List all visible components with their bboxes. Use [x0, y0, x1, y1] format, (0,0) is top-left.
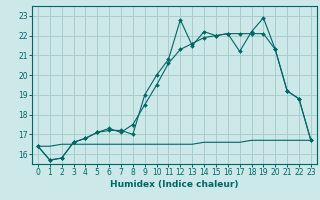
X-axis label: Humidex (Indice chaleur): Humidex (Indice chaleur) — [110, 180, 239, 189]
